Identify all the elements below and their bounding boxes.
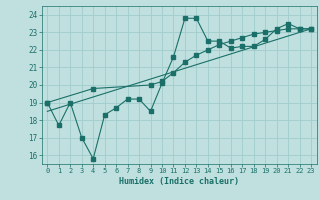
X-axis label: Humidex (Indice chaleur): Humidex (Indice chaleur) — [119, 177, 239, 186]
